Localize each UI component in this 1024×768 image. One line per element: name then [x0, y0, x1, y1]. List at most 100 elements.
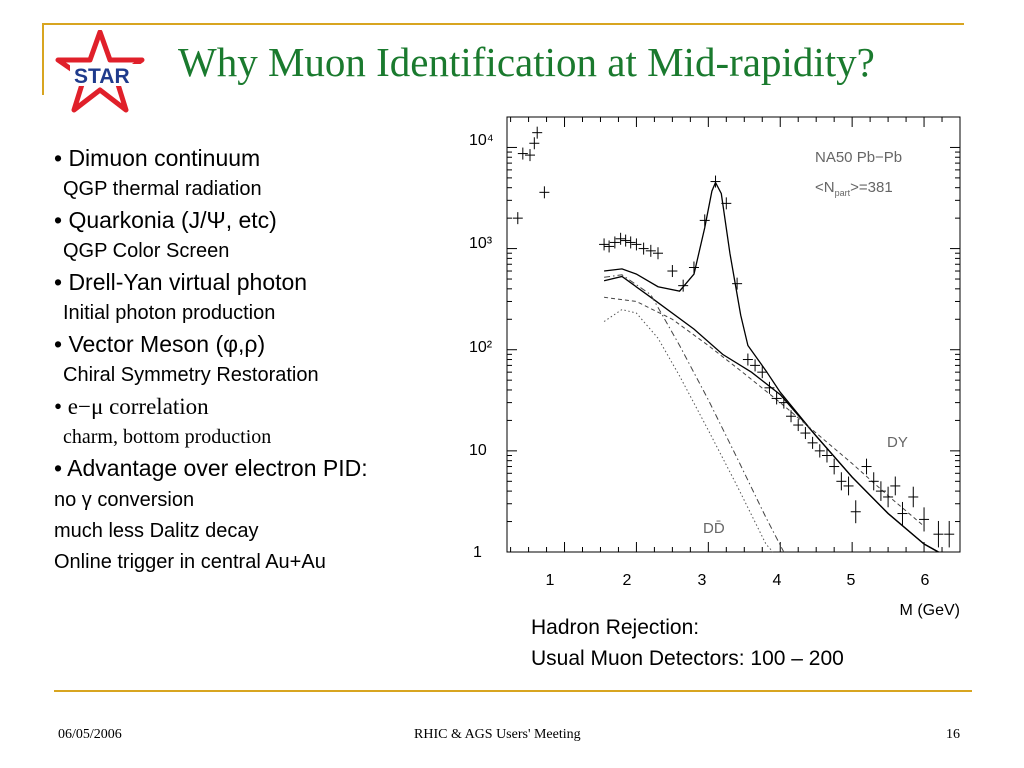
- bullet-quarkonia-sub: QGP Color Screen: [63, 240, 230, 262]
- x-tick-label-2: 2: [623, 572, 632, 589]
- data-point: [517, 147, 528, 160]
- frame-left-line: [42, 23, 44, 95]
- plot-points: [512, 126, 955, 548]
- data-point: [897, 501, 908, 526]
- dimuon-mass-plot: 1 10 10² 10³ 10⁴ 1 2 3 4 5 6 M (GeV) NA5…: [469, 116, 961, 619]
- data-point: [604, 240, 615, 253]
- slide-title: Why Muon Identification at Mid-rapidity?: [178, 39, 875, 85]
- data-point: [890, 476, 901, 496]
- y-tick-label-1: 1: [473, 544, 482, 561]
- y-tick-label-10000: 10⁴: [469, 132, 494, 149]
- star-logo-band: [70, 64, 158, 86]
- data-point: [539, 186, 550, 199]
- bullet-drell-yan-sub: Initial photon production: [63, 302, 276, 324]
- data-point: [814, 444, 825, 458]
- data-point: [836, 472, 847, 491]
- footer-meeting: RHIC & AGS Users' Meeting: [414, 727, 581, 742]
- data-point: [638, 242, 649, 255]
- plot-curves: [603, 180, 939, 553]
- data-point: [786, 410, 797, 423]
- data-point: [778, 396, 789, 409]
- data-point: [532, 126, 543, 139]
- bullet-vector-meson: • Vector Meson (φ,ρ): [54, 331, 266, 357]
- data-point: [625, 236, 636, 249]
- bullet-quarkonia: • Quarkonia (J/Ψ, etc): [54, 207, 277, 233]
- bullet-advantage-sub-3: Online trigger in central Au+Au: [54, 551, 326, 573]
- bullet-advantage-sub-1: no γ conversion: [54, 489, 195, 511]
- hadron-rejection-caption: Hadron Rejection: Usual Muon Detectors: …: [531, 612, 844, 674]
- bullet-advantage: • Advantage over electron PID:: [54, 455, 368, 481]
- curve-label-dd: DD̄: [703, 520, 725, 537]
- data-point: [944, 520, 955, 548]
- data-point: [764, 381, 775, 394]
- footer-page-number: 16: [946, 727, 960, 742]
- data-point: [793, 419, 804, 432]
- plot-annotation-na50: NA50 Pb−Pb: [815, 149, 902, 166]
- footer-date: 06/05/2006: [58, 727, 122, 742]
- caption-line-2: Usual Muon Detectors: 100 – 200: [531, 647, 844, 670]
- frame-top-line: [42, 23, 964, 25]
- curve-dashed: [604, 296, 925, 527]
- plot-border: [506, 116, 961, 553]
- data-point: [529, 137, 540, 150]
- bullet-list: • Dimuon continuum QGP thermal radiation…: [54, 142, 454, 578]
- plot-frame: [506, 116, 961, 553]
- data-point: [843, 476, 854, 496]
- data-point: [710, 175, 721, 188]
- curve-label-dy: DY: [887, 434, 908, 451]
- npart-open: <N: [815, 179, 835, 196]
- caption-line-1: Hadron Rejection:: [531, 616, 700, 639]
- data-point: [653, 247, 663, 260]
- data-point: [807, 436, 818, 449]
- y-tick-label-1000: 10³: [469, 235, 493, 252]
- data-point: [645, 244, 656, 257]
- bullet-e-mu-sub: charm, bottom production: [63, 426, 272, 448]
- data-point: [883, 486, 894, 508]
- data-point: [800, 427, 811, 440]
- bullet-advantage-sub-2: much less Dalitz decay: [54, 520, 259, 542]
- bullet-drell-yan: • Drell-Yan virtual photon: [54, 269, 308, 295]
- bullet-e-mu: • e−μ correlation: [54, 394, 209, 419]
- data-point: [757, 366, 768, 379]
- x-tick-label-5: 5: [847, 572, 856, 589]
- data-point: [699, 214, 710, 227]
- data-point: [615, 232, 626, 245]
- star-logo: STAR: [55, 30, 158, 113]
- data-point: [850, 500, 861, 524]
- data-point: [667, 265, 678, 278]
- data-point: [875, 481, 886, 501]
- data-point: [821, 448, 832, 463]
- npart-subscript: part: [835, 188, 851, 198]
- data-point: [678, 279, 689, 292]
- data-point: [620, 234, 631, 247]
- data-point: [742, 353, 753, 366]
- x-tick-label-4: 4: [773, 572, 782, 589]
- curve-dashdot: [604, 274, 785, 553]
- bullet-dimuon: • Dimuon continuum: [54, 145, 261, 171]
- x-tick-label-3: 3: [698, 572, 707, 589]
- plot-annotation-npart: <Npart>=381: [815, 179, 893, 198]
- data-point: [933, 520, 944, 548]
- data-point: [750, 359, 761, 372]
- bullet-vector-meson-sub: Chiral Symmetry Restoration: [63, 364, 319, 386]
- plot-ticks: [507, 116, 961, 553]
- x-tick-label-1: 1: [546, 572, 555, 589]
- x-axis-label: M (GeV): [900, 602, 960, 619]
- data-point: [599, 238, 610, 251]
- x-tick-label-6: 6: [921, 572, 930, 589]
- star-logo-text: STAR: [74, 65, 130, 88]
- data-point: [861, 458, 872, 475]
- data-point: [525, 149, 536, 162]
- curve-DD: [603, 308, 774, 553]
- data-point: [919, 507, 930, 532]
- data-point: [908, 486, 919, 508]
- y-tick-label-10: 10: [469, 442, 487, 459]
- data-point: [829, 458, 840, 475]
- data-point: [512, 212, 523, 225]
- data-point: [771, 392, 782, 405]
- npart-value: >=381: [850, 179, 893, 196]
- data-point: [732, 277, 743, 290]
- curve-DY: [603, 275, 939, 553]
- data-point: [609, 236, 620, 249]
- frame-bottom-line: [54, 690, 972, 692]
